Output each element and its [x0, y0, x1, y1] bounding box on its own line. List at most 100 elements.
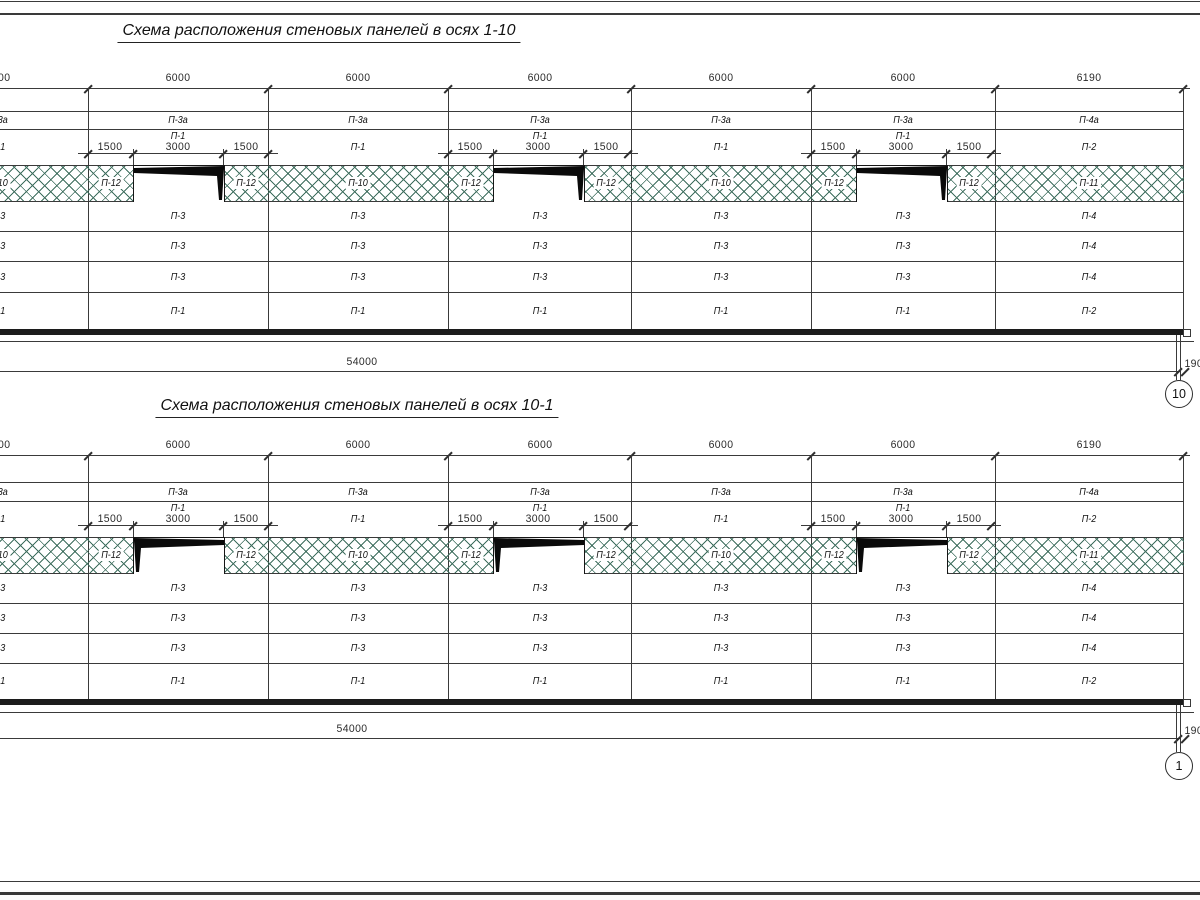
panel-label: П-3: [532, 270, 547, 283]
row-line: [0, 201, 1184, 202]
window-extension-line: [856, 521, 857, 537]
panel-label: П-3а: [893, 114, 913, 126]
axis-extension-line: [995, 455, 996, 482]
axis-extension-line: [1183, 88, 1184, 111]
axis-extension-line: [1183, 455, 1184, 482]
window-dim-line: [801, 525, 1001, 526]
panel-label: П-1: [532, 304, 547, 317]
bay-line: [88, 482, 89, 699]
panel-label: П-3: [170, 270, 186, 283]
right-border-line: [1183, 111, 1184, 329]
bay-line: [631, 482, 632, 699]
top-dim-label: 6000: [708, 439, 734, 451]
frame-line: [0, 881, 1200, 882]
panel-label: П-3а: [529, 485, 550, 498]
panel-label: П-12: [458, 549, 483, 561]
window-dim-label: 1500: [457, 513, 483, 525]
window-dim-label: 1500: [457, 141, 483, 153]
panel-label: П-3а: [893, 485, 913, 498]
bay-line: [448, 111, 449, 329]
row-line: [0, 633, 1184, 634]
panel-label: П-3: [350, 240, 366, 252]
panel-label: П-10: [0, 549, 11, 561]
panel-label: П-3: [0, 270, 6, 283]
axis-extension-line: [268, 455, 269, 482]
axis-circle-label: 10: [1172, 387, 1186, 401]
panel-label: П-11: [1076, 549, 1102, 561]
panel-label: П-1: [895, 675, 911, 687]
row-line: [0, 129, 1184, 130]
window-dim-label: 1500: [233, 513, 259, 525]
base-bar-notch: [1183, 699, 1191, 707]
panel-label: П-12: [593, 549, 618, 561]
right-border-line: [1183, 482, 1184, 699]
panel-label: П-3: [713, 270, 729, 283]
base-ledge-line: [0, 341, 1194, 342]
axis-extension-line: [631, 88, 632, 111]
panel-label: П-3: [713, 612, 729, 624]
top-dim-label: 6000: [165, 72, 191, 84]
panel-label: П-1: [170, 675, 186, 687]
axis-extension-line: [448, 455, 449, 482]
panel-label: П-2: [1081, 141, 1097, 153]
panel-label: П-10: [0, 177, 11, 189]
panel-label: П-3: [350, 612, 366, 624]
panel-label: П-2: [1081, 675, 1097, 687]
panel-label: П-1: [713, 675, 729, 687]
window-extension-line: [946, 521, 947, 537]
axis-leader-line: [1180, 705, 1181, 752]
axis-extension-line: [268, 88, 269, 111]
panel-label: П-4: [1081, 210, 1097, 222]
window-extension-line: [223, 521, 224, 537]
lintel-wedge-icon: [134, 538, 224, 572]
panel-label: П-3: [532, 240, 547, 252]
panel-label: П-12: [593, 177, 618, 189]
panel-label: П-2: [1081, 304, 1097, 317]
panel-label: П-12: [233, 177, 258, 189]
window-opening: [493, 165, 585, 202]
bay-line: [268, 111, 269, 329]
panel-label: П-1: [895, 502, 911, 514]
frame-line: [0, 13, 1200, 16]
row-line: [0, 482, 1184, 483]
panel-label: П-3: [350, 582, 366, 594]
row-line: [0, 111, 1184, 112]
window-dim-label: 1500: [820, 141, 846, 153]
window-dim-line: [78, 153, 278, 154]
axis-extension-line: [88, 455, 89, 482]
panel-label: П-1: [350, 513, 366, 525]
bay-line: [268, 482, 269, 699]
window-dim-label: 1500: [233, 141, 259, 153]
panel-label: П-4а: [1079, 114, 1099, 126]
scheme-title: Схема расположения стеновых панелей в ос…: [117, 22, 521, 43]
window-dim-line: [78, 525, 278, 526]
overall-dim-line: [0, 371, 1180, 372]
edge-dim-label: 190: [1184, 358, 1200, 370]
window-extension-line: [223, 149, 224, 165]
panel-label: П-3: [713, 642, 729, 654]
row-line: [0, 537, 1184, 538]
panel-label: П-10: [708, 177, 734, 189]
window-opening: [133, 165, 225, 202]
window-extension-line: [493, 521, 494, 537]
window-dim-label: 1500: [97, 141, 123, 153]
panel-label: П-3: [350, 642, 366, 654]
window-dim-label: 3000: [165, 141, 191, 153]
lintel-wedge-icon: [494, 538, 584, 572]
overall-dim-label: 54000: [346, 356, 378, 368]
base-ledge-line: [0, 712, 1194, 713]
row-line: [0, 292, 1184, 293]
window-dim-label: 3000: [525, 141, 551, 153]
axis-leader-line: [1180, 335, 1181, 380]
panel-label: П-11: [1076, 177, 1102, 189]
panel-label: П-3: [532, 642, 547, 654]
frame-line: [0, 1, 1200, 2]
panel-label: П-3: [170, 642, 186, 654]
panel-label: П-2: [1081, 513, 1097, 525]
top-dim-label: 6190: [1076, 439, 1102, 451]
panel-label: П-4: [1081, 612, 1097, 624]
panel-label: П-3а: [711, 485, 731, 498]
panel-label: П-1: [350, 675, 366, 687]
panel-label: П-1: [170, 502, 186, 514]
